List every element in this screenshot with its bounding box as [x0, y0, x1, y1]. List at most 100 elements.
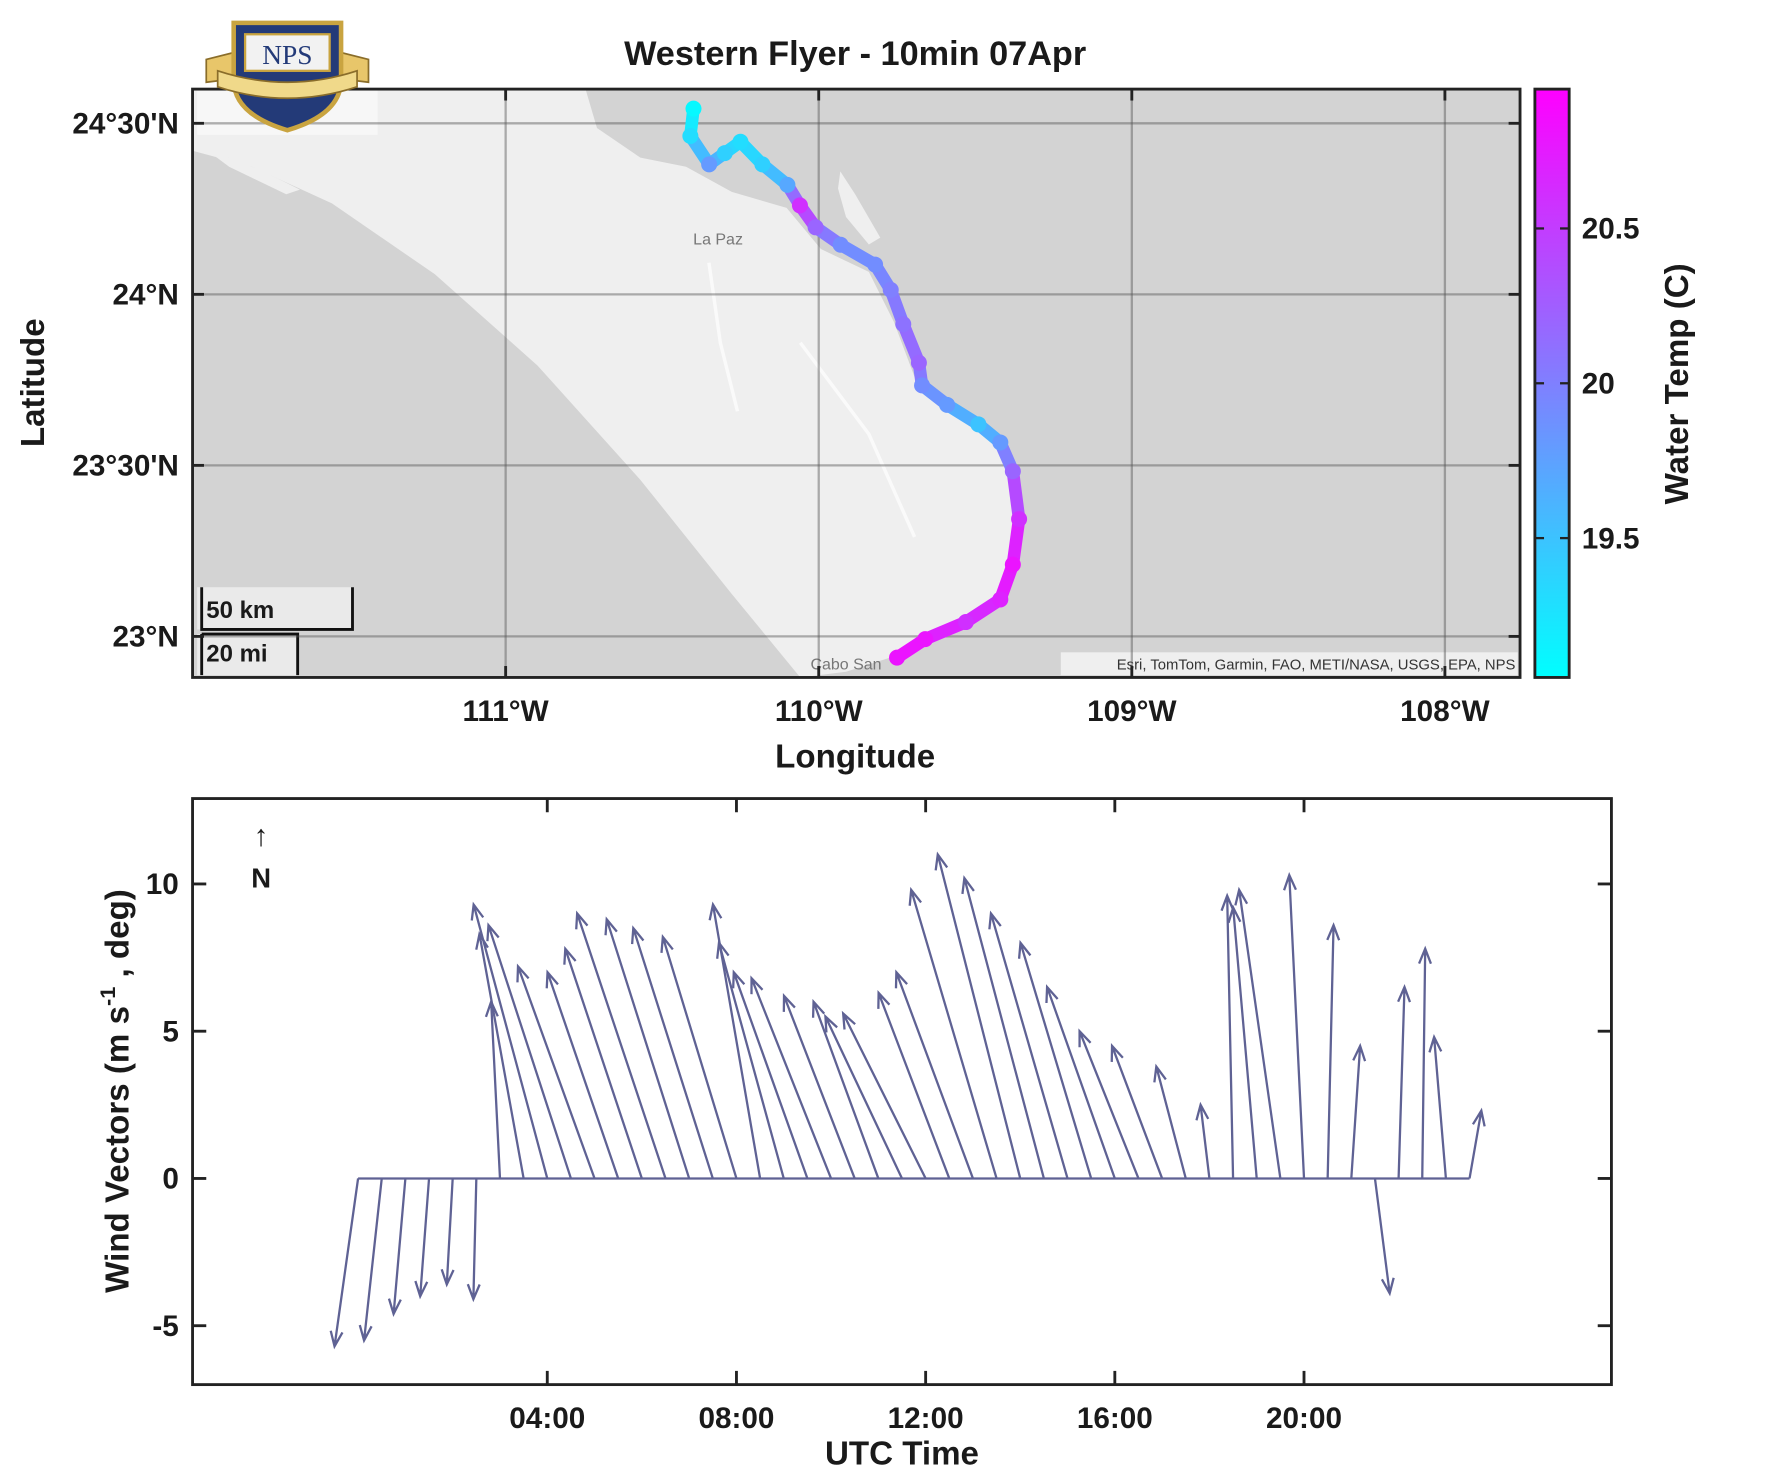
- wind-vector: [750, 975, 833, 1179]
- y-tick-label: 24°30'N: [72, 108, 178, 141]
- y-tick-label: 23°30'N: [72, 450, 178, 483]
- y-tick-label: -5: [152, 1310, 178, 1343]
- wind-vector: [630, 925, 714, 1179]
- track-point: [732, 133, 749, 150]
- roads: [707, 262, 917, 538]
- x-tick-label: 109°W: [1087, 695, 1176, 728]
- wind-vector: [708, 901, 762, 1179]
- scale-label: 20 mi: [206, 640, 267, 667]
- x-tick-label: 110°W: [775, 695, 863, 728]
- wind-vector: [329, 1178, 360, 1350]
- wind-vector: [934, 851, 1022, 1179]
- wind-vector: [1350, 1042, 1367, 1179]
- chart-title: Western Flyer - 10min 07Apr: [624, 35, 1086, 73]
- y-tick-label: 24°N: [113, 279, 179, 312]
- wind-vector: [414, 1178, 431, 1300]
- land: [192, 89, 1018, 678]
- wind-vector: [1110, 1043, 1164, 1179]
- scale-bar: [200, 632, 300, 676]
- y-axis-label: Latitude: [15, 318, 52, 447]
- x-tick-label: 12:00: [888, 1402, 964, 1435]
- track-point: [939, 396, 956, 413]
- x-axis-label: UTC Time: [825, 1436, 979, 1473]
- spit: [201, 146, 300, 195]
- wind-vector: [484, 998, 502, 1179]
- scale-label: 50 km: [206, 597, 274, 624]
- wind-vector: [440, 1178, 455, 1288]
- logo-plate: [243, 33, 331, 72]
- wind-vector: [1220, 892, 1235, 1179]
- y-tick-label: 0: [162, 1163, 179, 1196]
- island: [838, 171, 881, 245]
- wind-vector: [604, 916, 691, 1179]
- x-tick-label: 08:00: [698, 1402, 774, 1435]
- wind-vector: [358, 1178, 383, 1344]
- track-point: [867, 256, 884, 273]
- wind-vector: [1282, 872, 1306, 1179]
- track-point: [807, 219, 824, 236]
- north-arrow: ↑: [254, 819, 269, 852]
- wind-vector: [387, 1178, 407, 1317]
- track: [682, 100, 1028, 666]
- wind-vector: [877, 990, 951, 1179]
- wind-vector: [1397, 983, 1412, 1179]
- x-tick-label: 16:00: [1077, 1402, 1153, 1435]
- wind-vector: [575, 910, 667, 1179]
- place-label: La Paz: [693, 231, 743, 248]
- basemap: La Paz Cabo San Esri, TomTom, Garmin, FA…: [192, 89, 1521, 678]
- wind-vector: [1428, 1034, 1448, 1179]
- track-point: [1004, 463, 1021, 480]
- scale-box: [197, 634, 298, 676]
- scale-box: [197, 587, 353, 630]
- wind-vector: [1017, 939, 1093, 1179]
- x-tick-label: 111°W: [463, 695, 549, 728]
- track-point: [889, 649, 905, 666]
- wind-plot: [329, 851, 1486, 1350]
- map-grid: [192, 89, 1521, 678]
- x-tick-label: 108°W: [1400, 695, 1489, 728]
- wind-vector: [894, 969, 975, 1179]
- track-point: [992, 591, 1009, 608]
- wind-vector: [716, 939, 785, 1179]
- wind-vector: [1195, 1101, 1211, 1179]
- scale-bar: [200, 587, 354, 631]
- track-point: [832, 236, 849, 253]
- wind-vector: [1234, 886, 1282, 1179]
- track-point: [914, 377, 931, 394]
- track-segment: [1006, 464, 1026, 526]
- wind-vector: [1326, 922, 1341, 1179]
- wind-vector: [1078, 1028, 1140, 1179]
- track-point: [917, 631, 934, 648]
- y-axis-label: Wind Vectors (m s-1 , deg): [95, 889, 137, 1293]
- track-point: [1011, 511, 1028, 528]
- y-label-part: Wind Vectors (m s: [100, 1006, 137, 1293]
- wind-frame: [191, 797, 1613, 1387]
- track-point: [910, 354, 927, 371]
- logo: NPS: [205, 20, 370, 133]
- wind-vector: [732, 969, 809, 1179]
- wind-vector: [516, 963, 596, 1179]
- map-axes: 111°W 110°W 109°W 108°W 23°N 23°30'N 24°N 24°30…: [72, 89, 1521, 728]
- place-label: Cabo San: [810, 656, 881, 673]
- wind-vector: [1468, 1107, 1486, 1179]
- track-point: [682, 127, 699, 144]
- y-label-superscript: -1: [95, 987, 120, 1006]
- track-point: [1004, 556, 1021, 573]
- wind-vector: [475, 930, 525, 1179]
- attribution-box: [1060, 652, 1518, 676]
- x-tick-label: 20:00: [1266, 1402, 1342, 1435]
- wind-vector: [1045, 984, 1116, 1179]
- colorbar-tick-label: 19.5: [1582, 522, 1640, 555]
- wind-vector: [961, 875, 1045, 1179]
- colorbar-tick-label: 20: [1582, 368, 1615, 401]
- attribution: Esri, TomTom, Garmin, FAO, METI/NASA, US…: [1117, 657, 1516, 673]
- north-label: N: [251, 863, 271, 894]
- x-tick-label: 04:00: [509, 1402, 585, 1435]
- y-label-part: , deg): [100, 889, 137, 987]
- logo-text: NPS: [262, 40, 312, 70]
- colorbar-axes: 19.5 20 20.5: [1534, 213, 1640, 555]
- wind-vector: [908, 886, 998, 1179]
- track-point: [970, 416, 987, 433]
